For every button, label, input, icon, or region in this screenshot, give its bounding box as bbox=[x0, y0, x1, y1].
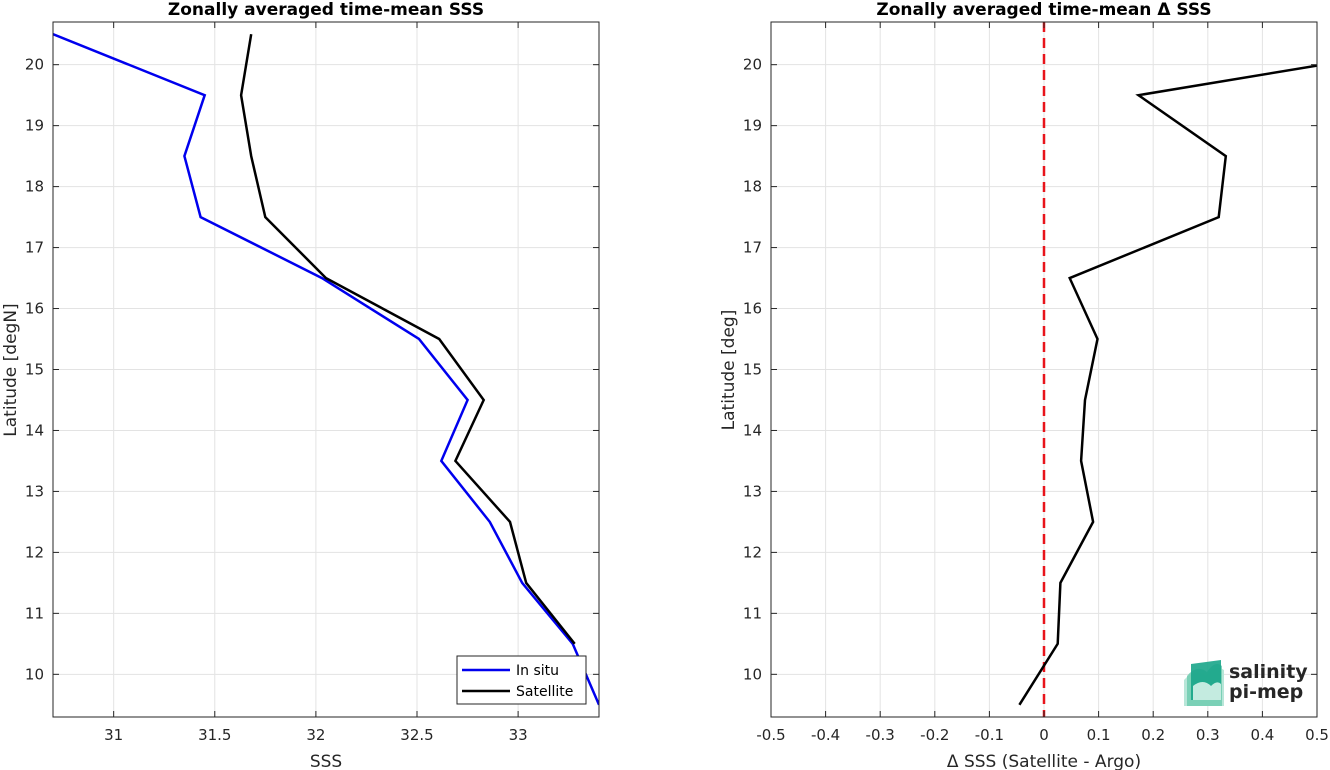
left-y-tick-label: 10 bbox=[25, 665, 44, 683]
right-y-tick-label: 20 bbox=[743, 56, 762, 74]
left-x-axis-label: SSS bbox=[310, 752, 342, 770]
left-series bbox=[53, 33, 599, 706]
right-y-tick-label: 19 bbox=[743, 117, 762, 135]
left-y-tick-label: 11 bbox=[25, 604, 44, 622]
logo-text-line2: pi-mep bbox=[1229, 681, 1303, 703]
right-y-tick-label: 12 bbox=[743, 543, 762, 561]
right-x-tick-label: 0 bbox=[1039, 726, 1049, 744]
salinity-pi-mep-logo: salinity pi-mep bbox=[1184, 660, 1308, 706]
left-y-tick-label: 15 bbox=[25, 361, 44, 379]
legend-box bbox=[456, 655, 587, 705]
left-grid bbox=[53, 22, 599, 717]
left-x-tick-label: 31.5 bbox=[198, 726, 231, 744]
left-y-tick-label: 14 bbox=[25, 421, 44, 439]
left-series-line-satellite bbox=[239, 33, 576, 645]
left-y-tick-label: 19 bbox=[25, 117, 44, 135]
right-y-tick-label: 10 bbox=[743, 665, 762, 683]
right-y-tick-label: 17 bbox=[743, 239, 762, 257]
right-x-tick-label: -0.2 bbox=[920, 726, 949, 744]
left-y-tick-label: 16 bbox=[25, 300, 44, 318]
right-series-line-delta-sss bbox=[1018, 64, 1317, 706]
left-y-tick-label: 20 bbox=[25, 56, 44, 74]
right-y-axis-label: Latitude [deg] bbox=[719, 310, 739, 431]
right-y-tick-label: 13 bbox=[743, 482, 762, 500]
legend-label-satellite: Satellite bbox=[516, 684, 573, 700]
right-x-tick-label: 0.1 bbox=[1087, 726, 1111, 744]
left-y-tick-label: 13 bbox=[25, 482, 44, 500]
left-x-tick-label: 32.5 bbox=[400, 726, 433, 744]
left-x-tick-label: 32 bbox=[306, 726, 325, 744]
right-y-tick-label: 11 bbox=[743, 604, 762, 622]
right-panel: -0.5 -0.4 -0.3 -0.2 -0.1 0 0.1 0.2 0.3 0.4 0.5 10 11… bbox=[719, 0, 1329, 770]
right-x-tick-label: -0.1 bbox=[975, 726, 1004, 744]
right-series bbox=[1018, 22, 1317, 717]
right-x-tick-label: -0.4 bbox=[811, 726, 840, 744]
right-ticks: -0.5 -0.4 -0.3 -0.2 -0.1 0 0.1 0.2 0.3 0.4 0.5 10 11… bbox=[743, 22, 1329, 744]
legend-label-in-situ: In situ bbox=[516, 663, 559, 679]
right-x-tick-label: -0.5 bbox=[756, 726, 785, 744]
left-panel: 31 31.5 32 32.5 33 10 11 12 13 14 15 16 17 18 19 20 Zon… bbox=[1, 0, 600, 770]
left-x-tick-label: 31 bbox=[104, 726, 123, 744]
right-y-tick-label: 14 bbox=[743, 421, 762, 439]
left-ticks: 31 31.5 32 32.5 33 10 11 12 13 14 15 16 17 18 19 20 bbox=[25, 22, 599, 744]
logo-wave-icon bbox=[1184, 660, 1224, 706]
right-y-tick-label: 18 bbox=[743, 178, 762, 196]
right-chart-title: Zonally averaged time-mean Δ SSS bbox=[876, 0, 1211, 20]
right-x-tick-label: 0.4 bbox=[1250, 726, 1274, 744]
left-y-tick-label: 12 bbox=[25, 543, 44, 561]
right-x-tick-label: -0.3 bbox=[866, 726, 895, 744]
left-y-tick-label: 17 bbox=[25, 239, 44, 257]
right-y-tick-label: 15 bbox=[743, 361, 762, 379]
right-y-tick-label: 16 bbox=[743, 300, 762, 318]
left-series-line-in-situ bbox=[53, 33, 599, 706]
left-y-tick-label: 18 bbox=[25, 178, 44, 196]
logo-text-line1: salinity bbox=[1229, 661, 1308, 683]
right-x-tick-label: 0.3 bbox=[1196, 726, 1220, 744]
right-x-axis-label: Δ SSS (Satellite - Argo) bbox=[947, 752, 1141, 770]
left-x-tick-label: 33 bbox=[509, 726, 528, 744]
left-chart-title: Zonally averaged time-mean SSS bbox=[168, 0, 484, 20]
legend: In situ Satellite bbox=[456, 655, 587, 705]
right-x-tick-label: 0.5 bbox=[1305, 726, 1329, 744]
right-x-tick-label: 0.2 bbox=[1141, 726, 1165, 744]
left-y-axis-label: Latitude [degN] bbox=[1, 303, 21, 436]
